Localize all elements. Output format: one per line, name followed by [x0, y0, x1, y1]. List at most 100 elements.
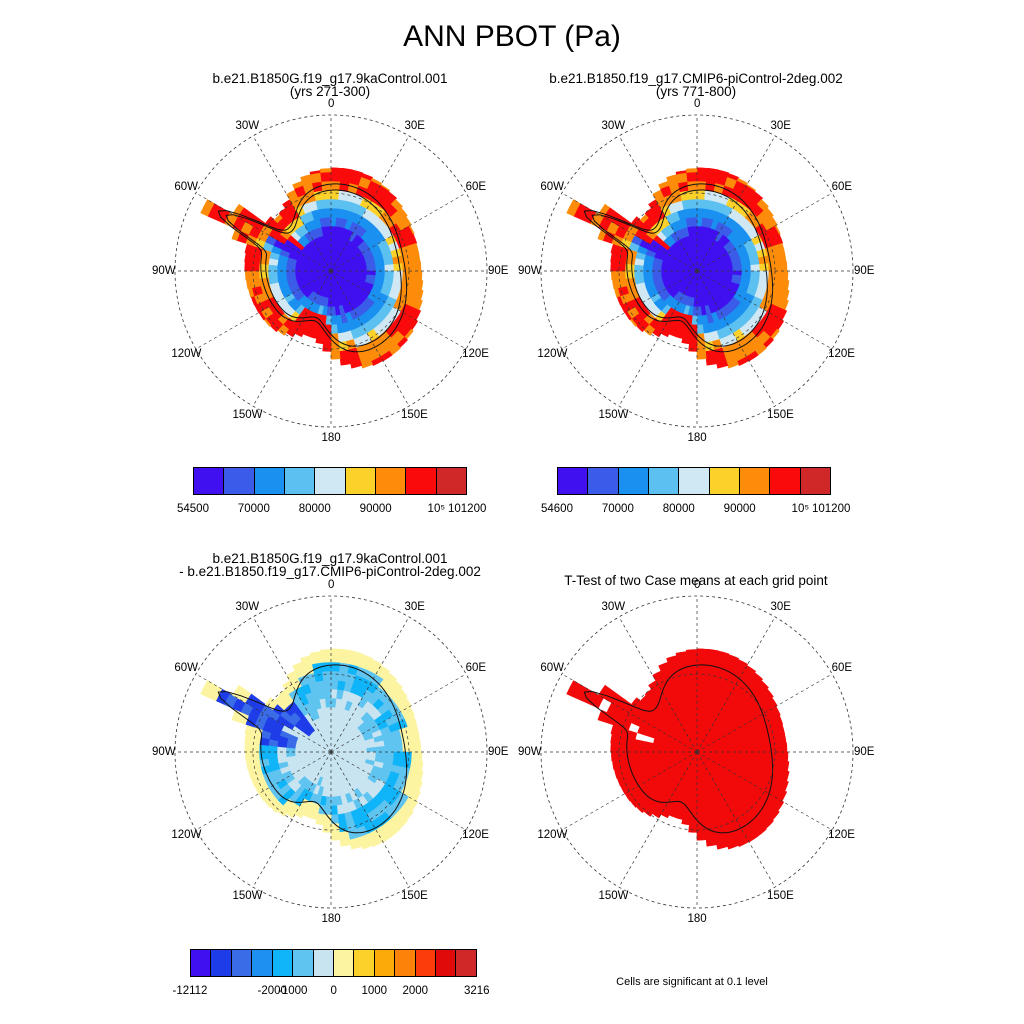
- graticule: [540, 114, 854, 428]
- field-cells: [566, 167, 790, 369]
- colorbar-swatch: [436, 950, 457, 976]
- colorbar-tick-label: 2000: [402, 985, 429, 997]
- colorbar-tick-label: 101200: [812, 503, 851, 515]
- colorbar-swatch: [315, 468, 346, 494]
- longitude-label: 60E: [465, 662, 487, 674]
- longitude-label: 120W: [171, 829, 202, 841]
- meridian-line: [195, 751, 332, 831]
- meridian-line: [561, 270, 698, 350]
- colorbar-swatch: [436, 468, 466, 494]
- longitude-label: 180: [687, 431, 707, 444]
- colorbar-swatch: [375, 468, 407, 494]
- colorbar-swatch: [770, 468, 801, 494]
- polar-map-ttest: [540, 595, 854, 909]
- colorbar-swatch: [374, 950, 396, 976]
- colorbar-swatch: [194, 468, 225, 494]
- colorbar-swatch: [254, 468, 285, 494]
- meridian-line: [330, 270, 467, 350]
- panel-title: b.e21.B1850G.f19_g17.9kaControl.001 - b.…: [130, 552, 530, 579]
- longitude-label: 60W: [540, 181, 565, 193]
- meridian-line: [195, 192, 332, 272]
- colorbar-swatch: [224, 468, 255, 494]
- meridian-line: [330, 616, 410, 753]
- longitude-label: 120E: [462, 829, 489, 841]
- meridian-line: [330, 751, 410, 888]
- colorbar-swatch: [284, 468, 316, 494]
- colorbar-swatch: [293, 950, 314, 976]
- colorbar-swatch: [618, 468, 649, 494]
- significance-footnote: Cells are significant at 0.1 level: [616, 976, 768, 988]
- meridian-line: [696, 270, 776, 407]
- colorbar-tick-label: 80000: [298, 503, 331, 515]
- longitude-label: 120E: [462, 348, 489, 360]
- longitude-label: 120W: [537, 829, 568, 841]
- longitude-label: 60E: [831, 181, 853, 193]
- longitude-label: 90E: [488, 745, 509, 758]
- colorbar-swatch: [800, 468, 830, 494]
- panel-title-line2: (yrs 771-800): [655, 84, 737, 99]
- colorbar-difference: [190, 949, 477, 977]
- longitude-label: 60E: [831, 662, 853, 674]
- colorbar-swatch: [333, 950, 355, 976]
- longitude-label: 60W: [540, 662, 565, 674]
- colorbar-swatch: [231, 950, 253, 976]
- longitude-label: 90W: [152, 745, 176, 758]
- latitude-circle: [618, 673, 776, 831]
- meridian-line: [330, 192, 467, 272]
- colorbar-case2: [557, 467, 831, 495]
- colorbar-swatch: [415, 950, 437, 976]
- longitude-label: 180: [687, 912, 707, 925]
- panel-title: b.e21.B1850G.f19_g17.9kaControl.001 (yrs…: [130, 72, 530, 99]
- polar-map-case2: [540, 114, 854, 428]
- colorbar-tick-label: 54500: [177, 503, 209, 515]
- colorbar-swatch: [588, 468, 619, 494]
- longitude-label: 180: [321, 912, 341, 925]
- graticule: [174, 595, 488, 909]
- field-cells: [200, 648, 424, 850]
- longitude-label: 150W: [598, 409, 629, 422]
- colorbar-tick-label: 1000: [361, 985, 388, 997]
- longitude-label: 90W: [152, 264, 176, 277]
- longitude-label: 30W: [235, 600, 260, 613]
- meridian-line: [195, 673, 332, 753]
- longitude-label: 150E: [767, 890, 794, 903]
- colorbar-swatch: [345, 468, 376, 494]
- colorbar-swatch: [709, 468, 740, 494]
- colorbar-tick-label: 10⁵: [791, 503, 810, 515]
- latitude-circle: [252, 673, 410, 831]
- colorbar-swatch: [395, 950, 416, 976]
- longitude-label: 60E: [465, 181, 487, 193]
- field-cells: [566, 648, 790, 850]
- meridian-line: [696, 192, 833, 272]
- panel-title-line1: b.e21.B1850.f19_g17.CMIP6-piControl-2deg…: [549, 71, 843, 86]
- panel-title-line2: (yrs 271-300): [289, 84, 371, 99]
- meridian-line: [330, 673, 467, 753]
- field-cells: [200, 167, 424, 369]
- map-boundary: [174, 114, 488, 428]
- longitude-label: 90E: [854, 264, 875, 277]
- longitude-label: 150E: [401, 409, 428, 422]
- meridian-line: [561, 751, 698, 831]
- longitude-label: 150W: [598, 890, 629, 903]
- panel-title: T-Test of two Case means at each grid po…: [496, 574, 896, 588]
- longitude-label: 150W: [232, 409, 263, 422]
- meridian-line: [330, 270, 410, 407]
- colorbar-tick-label: 80000: [662, 503, 695, 515]
- longitude-label: 0: [328, 578, 335, 591]
- colorbar-swatch: [679, 468, 710, 494]
- panel-title-line2: - b.e21.B1850.f19_g17.CMIP6-piControl-2d…: [179, 564, 481, 579]
- colorbar-swatch: [456, 950, 476, 976]
- longitude-label: 30W: [601, 600, 626, 613]
- colorbar-tick-label: 54600: [541, 503, 573, 515]
- colorbar-swatch: [191, 950, 212, 976]
- map-boundary: [540, 595, 854, 909]
- colorbar-swatch: [252, 950, 273, 976]
- meridian-line: [195, 270, 332, 350]
- colorbar-swatch: [558, 468, 589, 494]
- colorbar-tick-label: 90000: [359, 503, 392, 515]
- colorbar-swatch: [739, 468, 771, 494]
- polar-map-case1: [174, 114, 488, 428]
- longitude-label: 150W: [232, 890, 263, 903]
- polar-map-difference: [174, 595, 488, 909]
- meridian-line: [696, 751, 833, 831]
